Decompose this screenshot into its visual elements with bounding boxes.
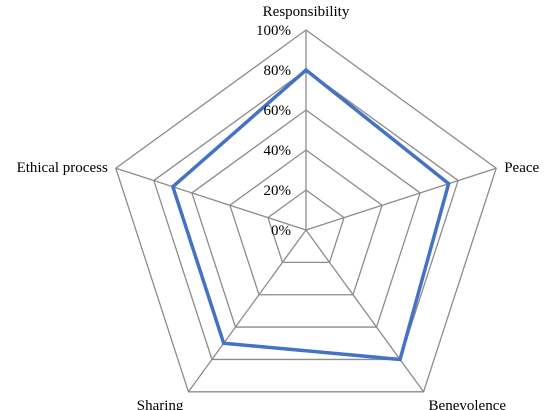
grid-ring: [115, 29, 497, 393]
radar-tick-labels: 0% 20% 40% 60% 80% 100%: [256, 23, 291, 239]
axis-label-responsibility: Responsibility: [263, 4, 350, 20]
radar-grid: [115, 29, 497, 393]
axis-label-peace: Peace: [504, 160, 539, 176]
tick-label: 100%: [256, 23, 291, 39]
axis-spoke-peace: [305, 167, 497, 231]
grid-ring: [153, 69, 459, 361]
grid-ring: [229, 149, 383, 296]
tick-label: 60%: [264, 103, 292, 119]
axis-spoke-benevolence: [305, 229, 425, 393]
axis-label-ethical-process: Ethical process: [17, 160, 108, 176]
grid-ring: [267, 189, 345, 264]
axis-spoke-sharing: [187, 229, 307, 393]
tick-label: 40%: [264, 143, 292, 159]
grid-ring: [191, 109, 421, 328]
axis-spoke-ethical-process: [115, 167, 307, 231]
tick-label: 20%: [264, 183, 292, 199]
axis-label-benevolence: Benevolence: [429, 398, 507, 410]
series-line: [170, 67, 451, 362]
radar-axis-labels: Responsibility Peace Benevolence Sharing Eth…: [17, 4, 540, 410]
radar-series: [170, 67, 451, 362]
tick-label: 80%: [264, 63, 292, 79]
axis-label-sharing: Sharing: [137, 398, 184, 410]
tick-label: 0%: [271, 223, 291, 239]
